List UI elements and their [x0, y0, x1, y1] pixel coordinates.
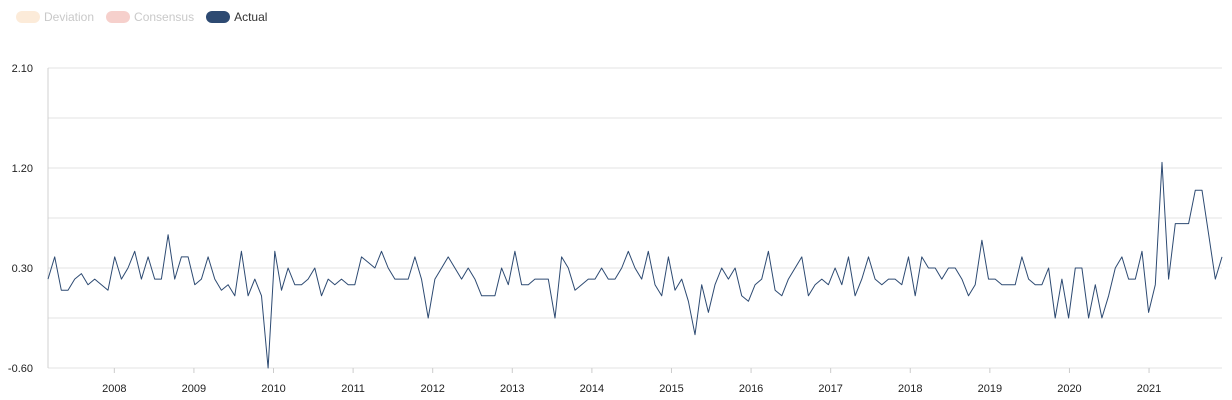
legend-item-actual[interactable]: Actual [206, 10, 267, 24]
y-axis-labels: 2.10 1.20 0.30 -0.60 [8, 63, 33, 375]
y-tick-label: -0.60 [8, 363, 33, 375]
legend-label: Deviation [44, 10, 95, 24]
y-tick-label: 0.30 [12, 263, 33, 275]
x-tick-label: 2011 [341, 383, 365, 395]
x-tick-label: 2013 [500, 383, 524, 395]
chart-axes [47, 68, 1150, 373]
y-tick-label: 1.20 [12, 163, 33, 175]
chart-legend: Deviation Consensus Actual [16, 10, 267, 24]
legend-swatch-icon [16, 11, 40, 23]
x-axis-labels: 2008 2009 2010 2011 2012 2013 2014 2015 2016 2017… [102, 383, 1161, 395]
x-tick-label: 2015 [659, 383, 683, 395]
chart-gridlines [48, 67, 1222, 369]
x-tick-label: 2017 [818, 383, 842, 395]
legend-item-deviation[interactable]: Deviation [16, 10, 94, 24]
legend-item-consensus[interactable]: Consensus [106, 10, 194, 24]
x-tick-label: 2014 [580, 383, 604, 395]
x-tick-label: 2016 [739, 383, 763, 395]
x-tick-label: 2008 [102, 383, 126, 395]
x-tick-label: 2020 [1057, 383, 1081, 395]
series-line-actual[interactable] [47, 161, 1223, 369]
legend-swatch-icon [206, 11, 231, 23]
x-tick-label: 2021 [1137, 383, 1161, 395]
legend-swatch-icon [106, 11, 131, 23]
x-tick-label: 2010 [261, 383, 285, 395]
x-tick-label: 2019 [978, 383, 1002, 395]
legend-label: Consensus [134, 10, 195, 24]
legend-label: Actual [234, 10, 268, 24]
y-tick-label: 2.10 [12, 63, 33, 75]
x-tick-label: 2012 [420, 383, 444, 395]
x-tick-label: 2009 [182, 383, 206, 395]
x-tick-label: 2018 [898, 383, 922, 395]
